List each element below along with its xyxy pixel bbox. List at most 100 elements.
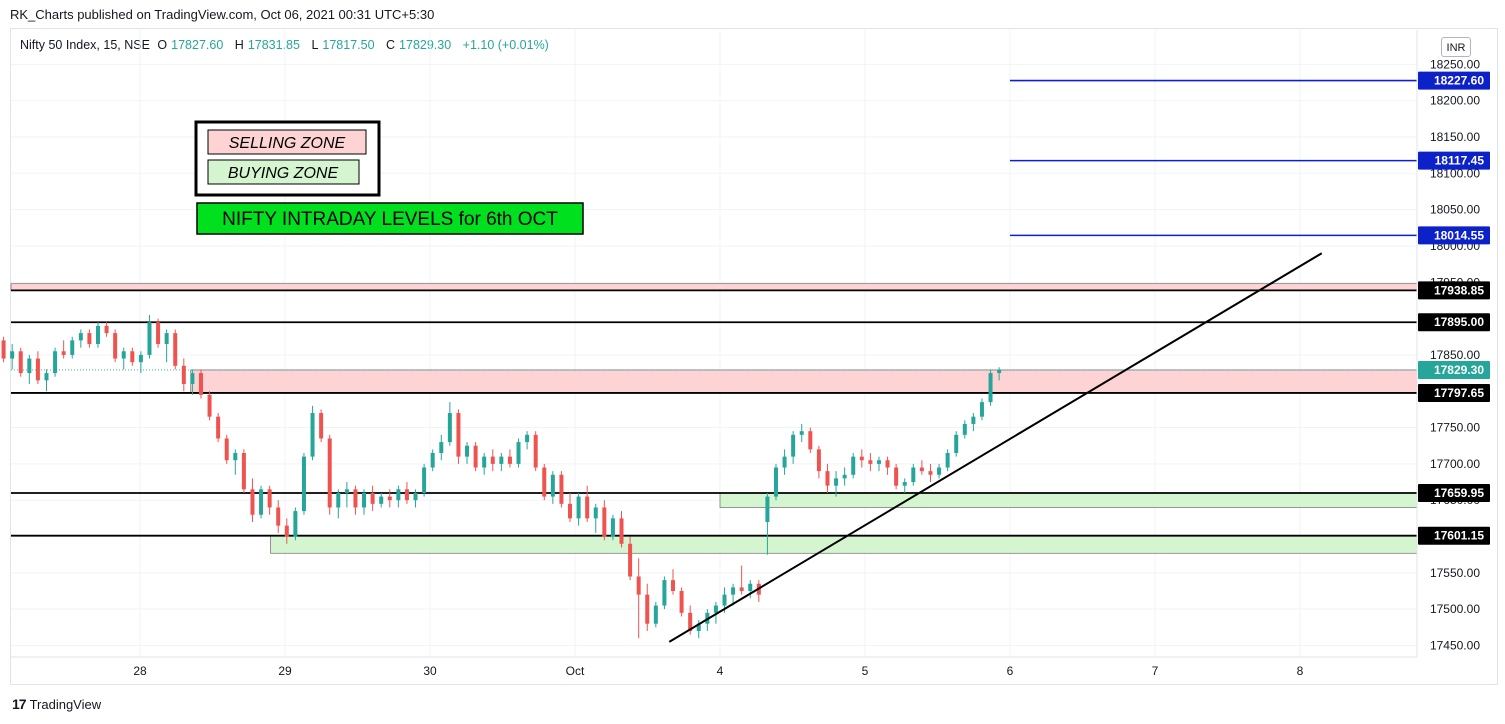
candle — [525, 431, 530, 450]
candle — [284, 518, 289, 544]
candle — [430, 449, 435, 472]
candle — [207, 391, 212, 421]
candle — [336, 489, 341, 519]
candle-body — [602, 507, 607, 537]
candle-body — [173, 333, 178, 366]
candle — [696, 620, 701, 639]
y-tick-label: 18050.00 — [1430, 203, 1480, 217]
change-value: +1.10 (+0.01%) — [462, 38, 549, 52]
candle-body — [241, 452, 246, 490]
candle-body — [688, 612, 693, 631]
candle — [610, 514, 615, 541]
price-tag: 18014.55 — [1418, 226, 1490, 245]
candle-body — [679, 591, 684, 613]
candle-body — [645, 594, 650, 624]
tradingview-logo-icon: 17 — [12, 696, 27, 712]
candle-body — [593, 507, 598, 519]
candle — [301, 452, 306, 515]
candle-body — [808, 431, 813, 450]
candle — [216, 413, 221, 443]
y-tick-label: 18150.00 — [1430, 130, 1480, 144]
price-tag: 17895.00 — [1418, 313, 1490, 332]
candle-body — [439, 442, 444, 453]
candle — [859, 449, 864, 468]
x-tick-label: 29 — [278, 664, 292, 678]
candle — [576, 492, 581, 526]
candle — [447, 402, 452, 446]
candle-body — [628, 543, 633, 577]
candle — [78, 329, 83, 348]
candle-body — [619, 518, 624, 544]
x-tick-label: 7 — [1152, 664, 1159, 678]
price-tag-label: 18014.55 — [1434, 228, 1484, 242]
candle — [310, 405, 315, 461]
candle-body — [507, 456, 512, 464]
candle-body — [121, 351, 126, 359]
candle — [404, 482, 409, 504]
price-tag-bg — [1418, 281, 1490, 300]
candle — [971, 413, 976, 432]
price-tag-label: 17601.15 — [1434, 529, 1484, 543]
candle-body — [662, 580, 667, 606]
candle-body — [61, 351, 66, 355]
candle-body — [971, 416, 976, 424]
candle-body — [816, 449, 821, 472]
price-tag-label: 17829.30 — [1434, 363, 1484, 377]
selling-zone — [190, 369, 1418, 394]
candle-body — [259, 489, 264, 515]
candle — [121, 347, 126, 370]
price-tag-bg — [1418, 313, 1490, 332]
candle — [353, 485, 358, 515]
candle — [550, 471, 555, 504]
candle-body — [773, 467, 778, 497]
candle — [439, 434, 444, 461]
candle-body — [1, 340, 6, 359]
candle — [61, 340, 66, 359]
price-tag-bg — [1418, 383, 1490, 402]
candle — [868, 452, 873, 472]
candle-body — [353, 489, 358, 508]
trendline — [668, 252, 1323, 643]
candle — [456, 409, 461, 464]
candle-body — [233, 452, 238, 461]
y-tick-label: 18100.00 — [1430, 166, 1480, 180]
candle-body — [362, 492, 367, 508]
candle — [250, 478, 255, 523]
candle — [224, 434, 229, 464]
candle-body — [954, 434, 959, 453]
currency-badge[interactable]: INR — [1441, 37, 1471, 57]
price-tag-label: 17895.00 — [1434, 315, 1484, 329]
footer-brand[interactable]: TradingView — [29, 696, 102, 712]
candle — [173, 329, 178, 370]
candle-body — [928, 471, 933, 475]
candle — [559, 471, 564, 508]
candle — [937, 463, 942, 479]
footer: 17 TradingView — [12, 696, 101, 712]
selling-legend-label: SELLING ZONE — [229, 135, 346, 152]
candle-body — [370, 492, 375, 504]
candle-body — [490, 456, 495, 464]
price-tag: 17829.30 — [1418, 360, 1490, 379]
y-tick-label: 18250.00 — [1430, 57, 1480, 71]
candle-body — [868, 460, 873, 464]
candle — [945, 449, 950, 472]
close-value: C 17829.30 — [386, 38, 452, 52]
candle — [53, 347, 58, 377]
candle — [894, 463, 899, 490]
price-tag: 17659.95 — [1418, 483, 1490, 502]
symbol-name[interactable]: Nifty 50 Index, 15, NSE — [20, 38, 150, 52]
candle-body — [559, 474, 564, 504]
candle-body — [473, 445, 478, 468]
candle — [876, 456, 881, 472]
candle — [1, 336, 6, 363]
candle — [988, 369, 993, 406]
price-tag-label: 18117.45 — [1435, 154, 1485, 168]
candle-body — [422, 467, 427, 493]
candle-body — [327, 438, 332, 508]
candle — [791, 431, 796, 464]
price-tag: 17601.15 — [1418, 526, 1490, 545]
candle-body — [962, 423, 967, 435]
candle — [782, 449, 787, 475]
candle-body — [156, 322, 161, 345]
